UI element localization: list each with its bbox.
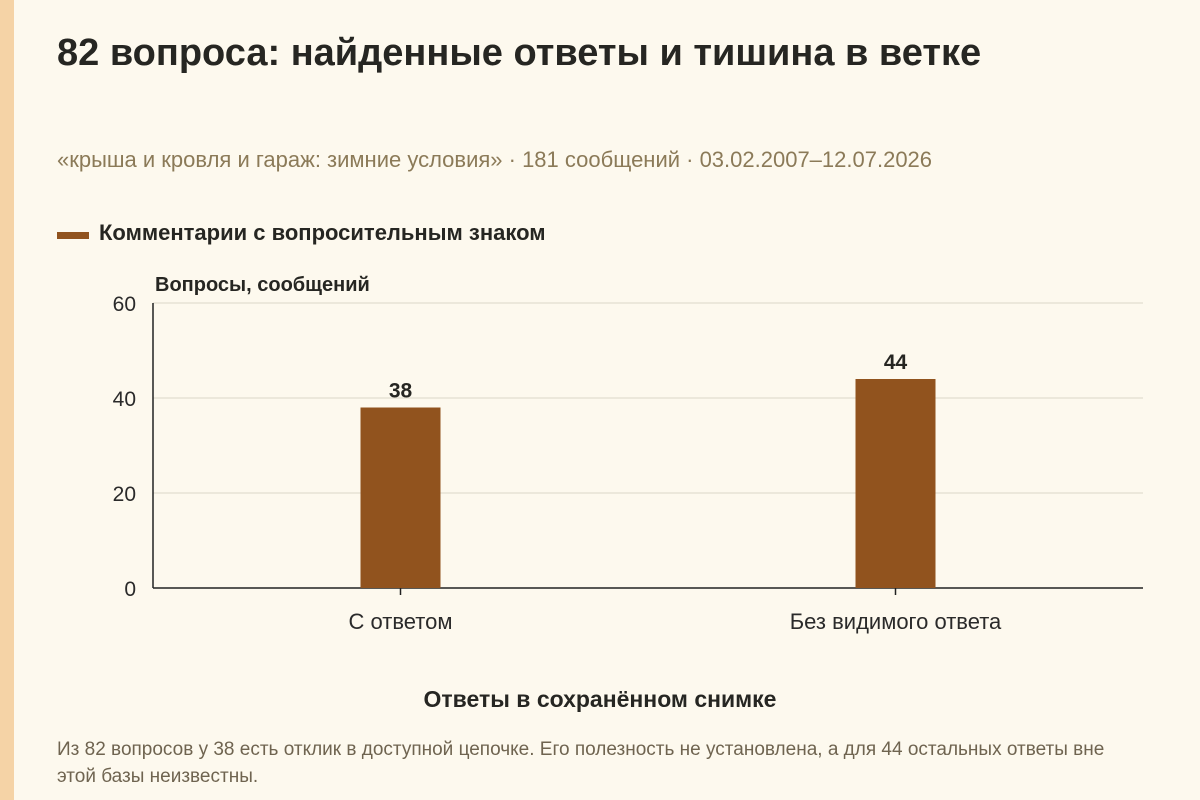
bar — [360, 407, 441, 588]
bar — [855, 379, 936, 588]
chart-title: 82 вопроса: найденные ответы и тишина в … — [57, 32, 982, 74]
y-tick-label: 60 — [113, 293, 136, 316]
x-axis-label: Ответы в сохранённом снимке — [423, 686, 777, 712]
footnote: Из 82 вопросов у 38 есть отклик в доступ… — [57, 739, 1105, 787]
x-tick-label: С ответом — [349, 609, 453, 634]
y-tick-label: 20 — [113, 483, 136, 506]
y-tick-label: 40 — [113, 388, 136, 411]
data-label: 38 — [389, 380, 413, 403]
legend: Комментарии с вопросительным знаком — [57, 220, 546, 246]
legend-swatch — [57, 231, 89, 239]
legend-label: Комментарии с вопросительным знаком — [99, 220, 546, 245]
chart-subtitle: «крыша и кровля и гараж: зимние условия»… — [57, 147, 933, 172]
y-axis-label: Вопросы, сообщений — [155, 274, 370, 296]
data-label: 44 — [884, 351, 908, 374]
accent-strip — [0, 0, 14, 800]
y-tick-label: 0 — [124, 578, 136, 601]
x-tick-label: Без видимого ответа — [790, 609, 1002, 634]
